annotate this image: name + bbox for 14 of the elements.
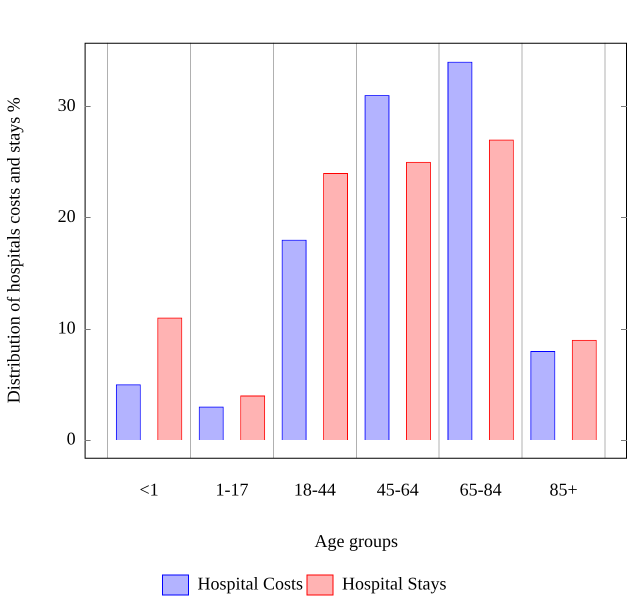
legend-label: Hospital Costs bbox=[197, 574, 304, 594]
x-tick-label: <1 bbox=[139, 479, 159, 500]
y-tick-label: 10 bbox=[58, 317, 76, 338]
y-tick-label: 20 bbox=[58, 206, 76, 226]
y-tick-label: 0 bbox=[66, 428, 76, 449]
x-tick-label: 1-17 bbox=[215, 479, 248, 500]
x-tick-label: 18-44 bbox=[294, 479, 336, 500]
y-axis-title: Distribution of hospitals costs and stays % bbox=[4, 97, 24, 404]
x-tick-label: 85+ bbox=[549, 479, 578, 500]
x-tick-label: 65-84 bbox=[460, 479, 502, 500]
y-tick-label: 30 bbox=[58, 94, 76, 115]
x-tick-label: 45-64 bbox=[376, 479, 419, 500]
x-axis-title: Age groups bbox=[314, 530, 398, 551]
legend-label: Hospital Stays bbox=[342, 574, 447, 594]
